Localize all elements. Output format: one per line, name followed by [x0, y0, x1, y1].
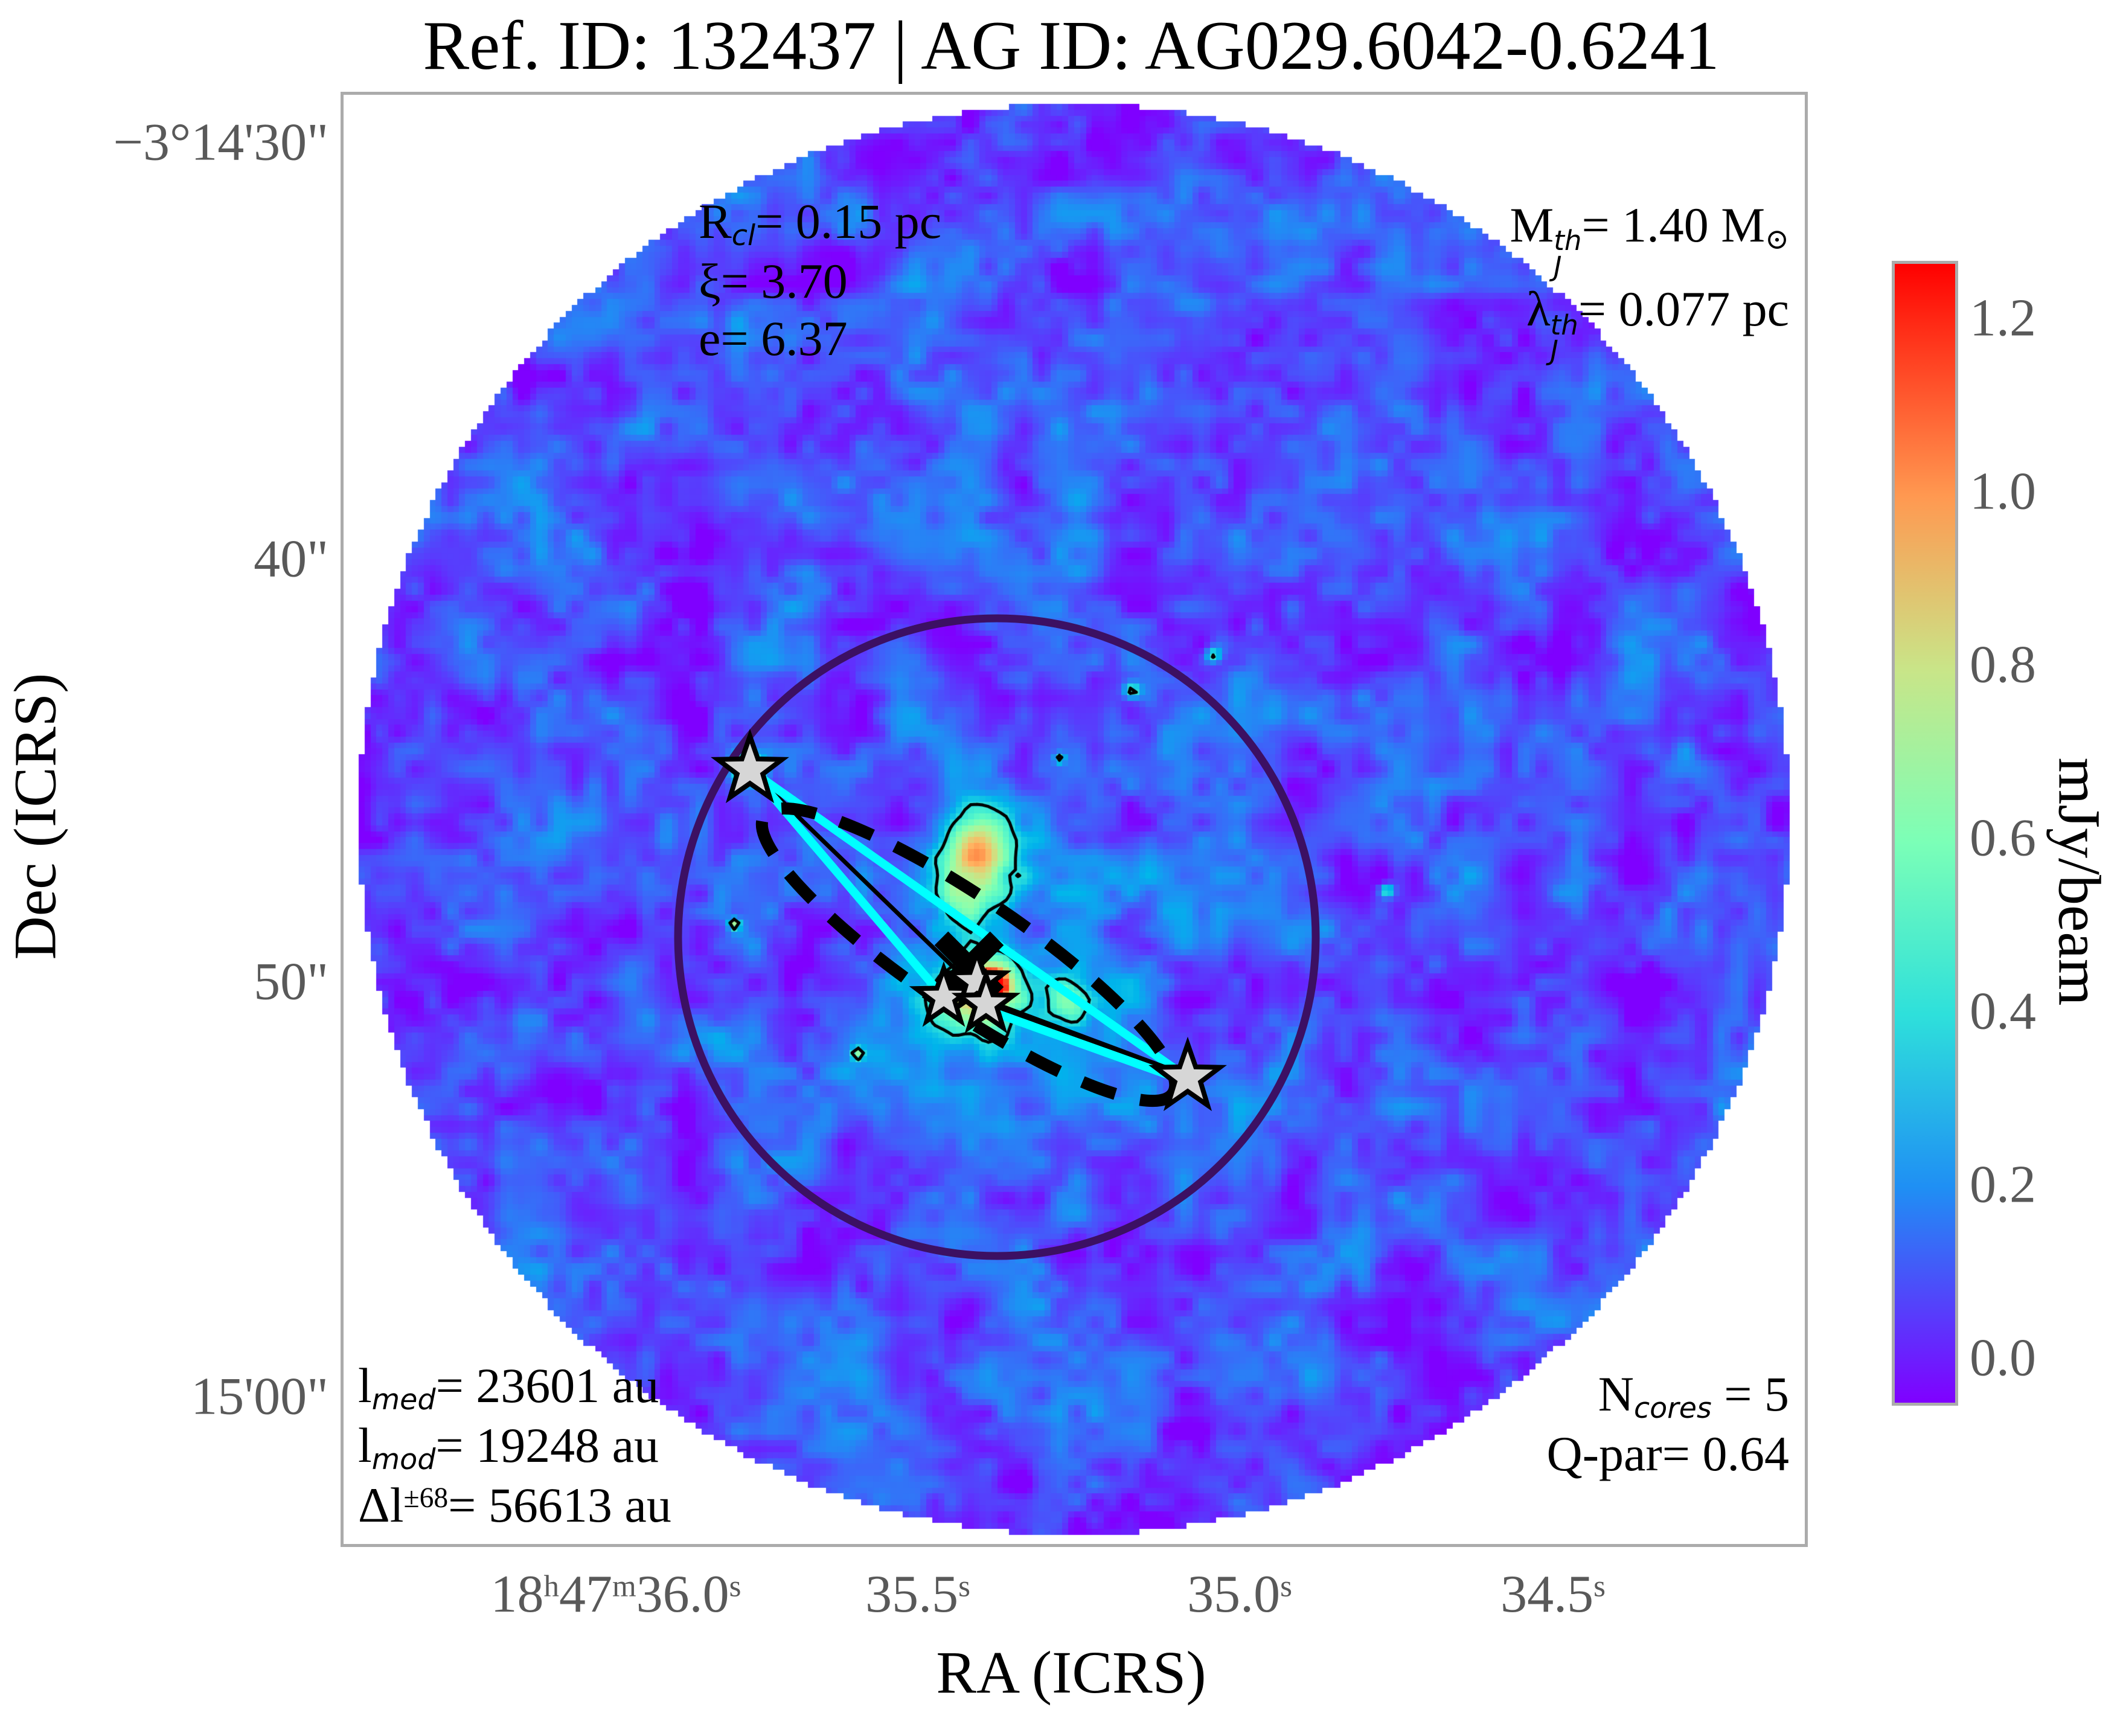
y-tick-label: 50" [254, 952, 328, 1011]
y-axis-label: Dec (ICRS) [1, 673, 69, 960]
y-tick-label: 40" [254, 530, 328, 589]
core-star-marker [951, 967, 1021, 1034]
clump-aperture-circle [674, 614, 1320, 1260]
annotation-line: λ th J = 0.077 pc [1526, 281, 1789, 367]
colorbar-gradient [1895, 264, 1955, 1403]
annotation-line: Δl±68= 56613 au [358, 1478, 671, 1533]
annotation-line: Ncores = 5 [1598, 1366, 1789, 1425]
annotation-bottom-right: Ncores = 5 Q-par= 0.64 [1547, 1365, 1789, 1482]
figure-title: Ref. ID: 132437 | AG ID: AG029.6042-0.62… [423, 7, 1720, 84]
mst-edge-2 [747, 766, 1191, 1081]
colorbar-tick-label: 0.4 [1970, 982, 2036, 1041]
core-star-marker [711, 728, 789, 804]
y-tick-label: −3°14'30" [113, 113, 328, 172]
annotation-line: e= 6.37 [699, 311, 848, 367]
separation-vector-2 [986, 999, 1187, 1081]
colorbar [1892, 261, 1958, 1406]
colorbar-label: mJy/beam [2046, 757, 2113, 1006]
annotation-bottom-left: lmed= 23601 au lmod= 19248 au Δl±68= 56613… [358, 1357, 671, 1534]
separation-vector-1 [748, 768, 972, 985]
continuum-map-raster [344, 95, 1805, 1544]
mst-edge-3 [982, 1005, 1188, 1086]
annotation-line: Rcl= 0.15 pc [699, 194, 942, 252]
colorbar-tick-label: 0.0 [1970, 1328, 2036, 1388]
annotation-line: ξ= 3.70 [699, 254, 848, 309]
x-tick-label: 35.5s [865, 1565, 970, 1624]
colorbar-tick-label: 0.6 [1970, 809, 2036, 868]
annotation-line: lmed= 23601 au [358, 1358, 659, 1417]
x-axis-label: RA (ICRS) [936, 1639, 1206, 1706]
colorbar-tick-label: 0.8 [1970, 635, 2036, 694]
annotation-line: Q-par= 0.64 [1546, 1426, 1789, 1482]
map-annotation-overlay [674, 614, 1320, 1260]
y-tick-label: 15'00" [191, 1367, 328, 1426]
x-tick-label: 35.0s [1187, 1565, 1292, 1624]
annotation-line: lmod= 19248 au [358, 1418, 659, 1476]
colorbar-tick-label: 1.2 [1970, 289, 2036, 348]
annotation-top-left: Rcl= 0.15 pc ξ= 3.70 e= 6.37 [699, 193, 941, 367]
x-tick-label: 34.5s [1500, 1565, 1606, 1624]
colorbar-tick-label: 1.0 [1970, 462, 2036, 521]
x-tick-label: 18h47m36.0s [490, 1565, 741, 1624]
colorbar-tick-label: 0.2 [1970, 1155, 2036, 1214]
core-star-marker [1148, 1036, 1227, 1112]
